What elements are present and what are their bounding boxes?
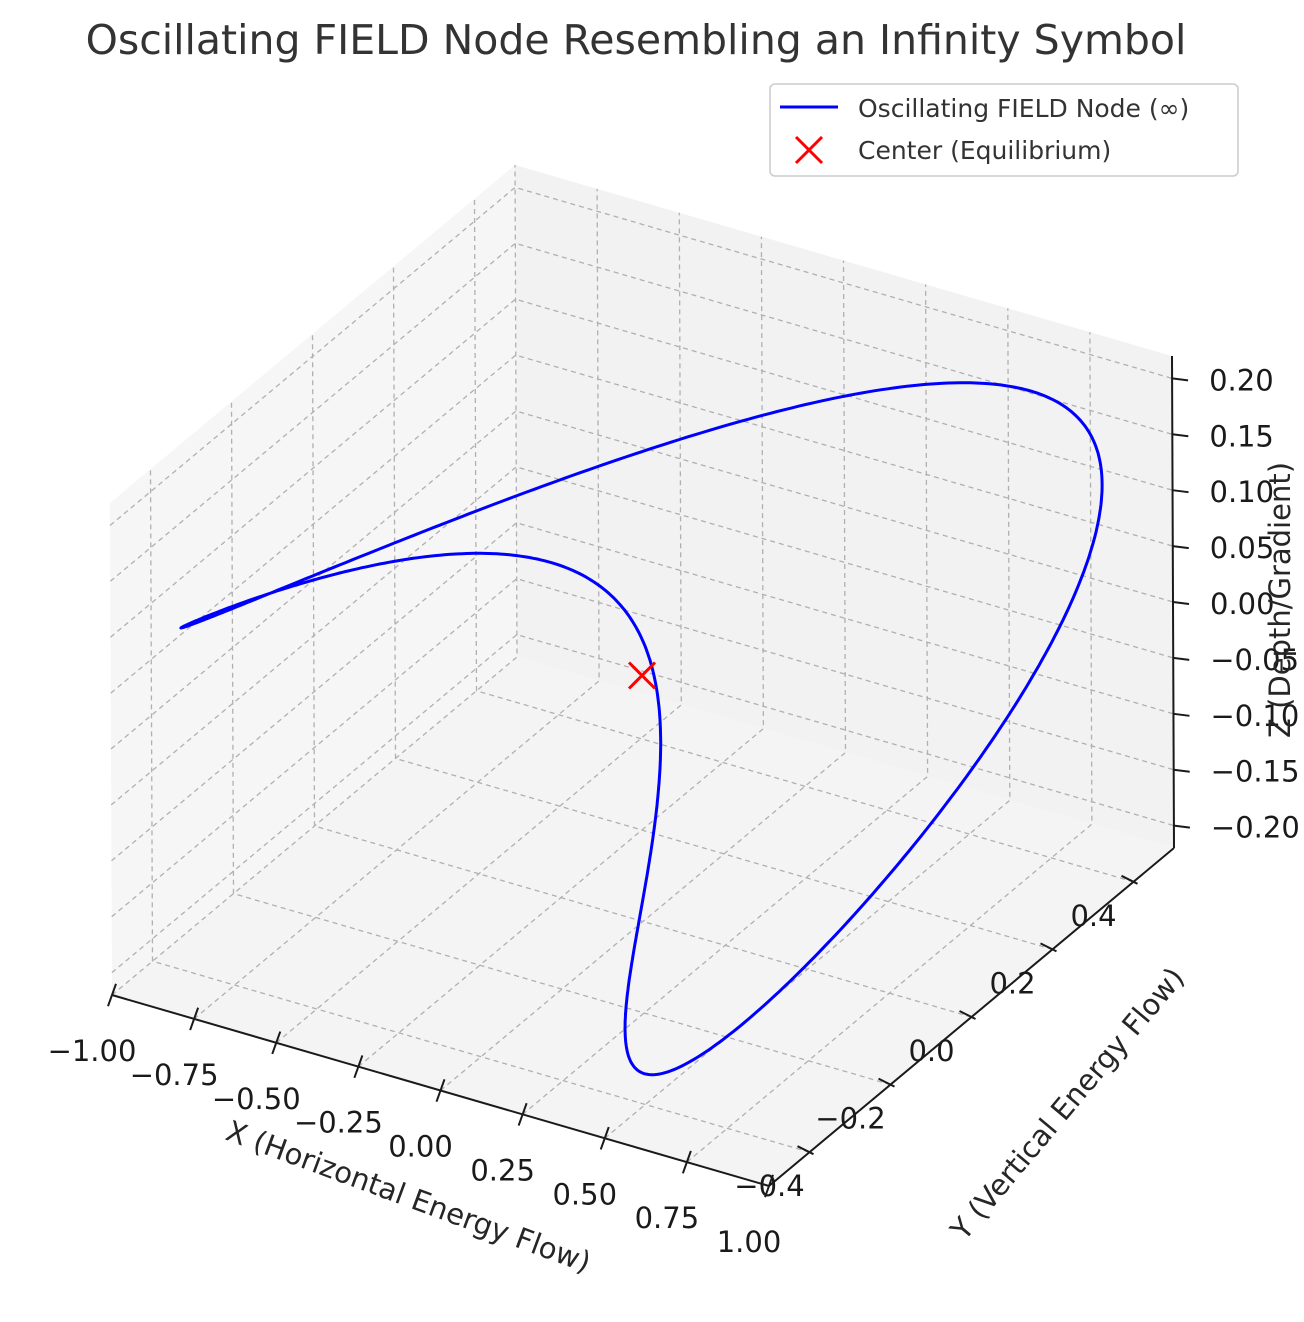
y-tick bbox=[959, 1010, 976, 1020]
z-tick-label: −0.20 bbox=[1211, 811, 1300, 845]
z-gridline bbox=[109, 186, 1173, 526]
z-tick bbox=[1173, 768, 1190, 773]
x-tick bbox=[517, 1102, 528, 1126]
z-tick bbox=[1172, 545, 1189, 550]
legend-x-marker-icon bbox=[794, 135, 824, 165]
z-gridline bbox=[111, 633, 1175, 974]
x-tick-label: 0.25 bbox=[470, 1153, 535, 1187]
x-tick-label: 0.50 bbox=[552, 1177, 617, 1211]
z-axis-label: Z (Depth/Gradient) bbox=[1263, 462, 1297, 738]
y-tick bbox=[1040, 942, 1057, 953]
z-tick bbox=[1172, 489, 1189, 494]
z-tick-label: −0.05 bbox=[1210, 643, 1299, 677]
x-tick-label: −0.50 bbox=[212, 1082, 301, 1116]
x-tick bbox=[764, 1174, 774, 1198]
z-tick bbox=[1173, 712, 1190, 717]
z-tick bbox=[1171, 377, 1189, 382]
x-tick bbox=[435, 1078, 446, 1103]
legend: Oscillating FIELD Node (∞) Center (Equil… bbox=[769, 83, 1239, 177]
z-tick-label: 0.15 bbox=[1209, 419, 1274, 453]
x-tick bbox=[681, 1150, 692, 1174]
field-node-curve bbox=[179, 381, 1104, 1077]
legend-label-field-node: Oscillating FIELD Node (∞) bbox=[858, 94, 1189, 123]
z-gridline bbox=[109, 242, 1173, 582]
z-tick-label: −0.15 bbox=[1211, 755, 1300, 789]
z-gridline bbox=[110, 298, 1173, 638]
y-tick bbox=[797, 1145, 814, 1156]
y-gridline bbox=[473, 198, 1134, 883]
y-gridline bbox=[230, 401, 891, 1086]
x-tick bbox=[353, 1055, 364, 1079]
z-tick-label: 0.00 bbox=[1210, 587, 1275, 621]
y-tick bbox=[878, 1077, 895, 1088]
y-tick bbox=[1121, 874, 1138, 885]
z-tick-label: 0.10 bbox=[1210, 475, 1275, 509]
data-marks bbox=[179, 381, 1104, 1077]
z-gridline bbox=[110, 466, 1174, 806]
z-gridline bbox=[110, 410, 1174, 750]
y-tick-label: −0.4 bbox=[734, 1169, 804, 1203]
x-tick bbox=[271, 1031, 282, 1055]
x-gridline bbox=[193, 188, 600, 1020]
y-gridline bbox=[149, 469, 810, 1153]
legend-label-center: Center (Equilibrium) bbox=[858, 136, 1111, 165]
x-gridline bbox=[111, 164, 518, 996]
x-tick bbox=[189, 1007, 200, 1031]
x-gridline bbox=[275, 212, 682, 1044]
x-tick bbox=[107, 983, 117, 1007]
z-tick bbox=[1173, 656, 1190, 661]
x-tick-label: −0.25 bbox=[294, 1106, 383, 1140]
center-marker-stroke bbox=[627, 661, 657, 690]
x-tick-label: −1.00 bbox=[48, 1034, 137, 1068]
z-gridline bbox=[110, 354, 1173, 694]
z-gridline bbox=[111, 522, 1174, 862]
x-tick-label: 0.75 bbox=[635, 1201, 700, 1235]
z-tick-label: −0.10 bbox=[1210, 699, 1299, 733]
x-gridline bbox=[357, 236, 765, 1068]
z-gridline bbox=[111, 577, 1174, 918]
x-gridline bbox=[440, 260, 847, 1091]
z-tick-label: 0.05 bbox=[1210, 531, 1275, 565]
z-tick-label: 0.20 bbox=[1209, 363, 1274, 397]
y-tick-label: 0.0 bbox=[908, 1034, 954, 1068]
z-tick bbox=[1172, 601, 1190, 605]
center-x-marker bbox=[627, 661, 657, 690]
tick-labels: −1.00−0.75−0.50−0.250.000.250.500.751.00… bbox=[48, 363, 1300, 1259]
z-tick bbox=[1173, 824, 1191, 829]
x-tick-label: 0.00 bbox=[388, 1130, 453, 1164]
y-tick-label: 0.4 bbox=[1070, 899, 1116, 933]
x-tick bbox=[599, 1126, 610, 1150]
y-gridline bbox=[311, 333, 972, 1018]
x-tick-label: 1.00 bbox=[717, 1225, 782, 1259]
y-tick-label: 0.2 bbox=[989, 966, 1035, 1000]
x-tick-label: −0.75 bbox=[130, 1058, 219, 1092]
z-tick bbox=[1172, 433, 1189, 438]
x-gridline bbox=[686, 332, 1093, 1163]
y-tick-label: −0.2 bbox=[815, 1102, 885, 1136]
axes-panes bbox=[110, 165, 1174, 1186]
legend-box bbox=[769, 83, 1239, 177]
y-gridline bbox=[392, 266, 1053, 951]
x-gridline bbox=[522, 284, 929, 1115]
axes bbox=[107, 355, 1191, 1198]
chart-title: Oscillating FIELD Node Resembling an Inf… bbox=[86, 16, 1187, 64]
